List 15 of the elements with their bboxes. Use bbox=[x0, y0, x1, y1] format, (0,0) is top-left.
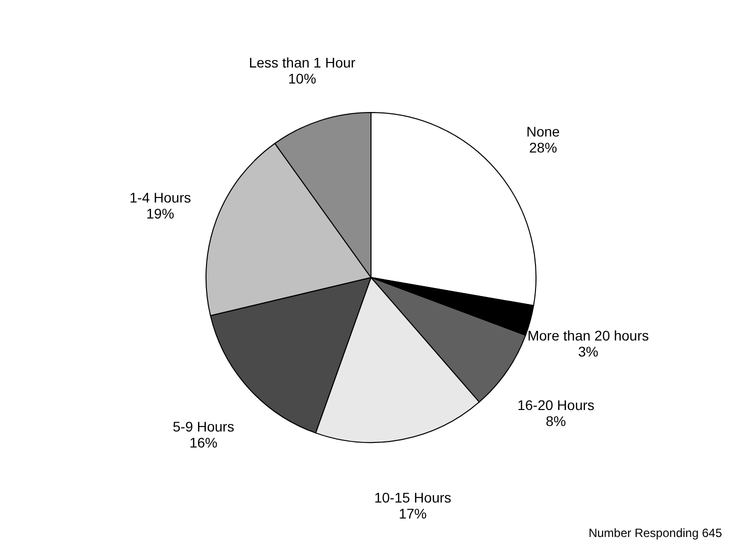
slice-label: 5-9 Hours bbox=[172, 418, 234, 435]
data-label: 3% bbox=[578, 343, 598, 360]
data-label: 17% bbox=[398, 506, 427, 522]
slice-label: Less than 1 Hour bbox=[248, 54, 356, 70]
slice-label: None bbox=[526, 124, 560, 140]
slice-label: 10-15 Hours bbox=[374, 490, 452, 506]
data-label: 16% bbox=[189, 434, 218, 451]
slice-label: More than 20 hours bbox=[527, 327, 649, 344]
data-label: 28% bbox=[529, 140, 558, 156]
slice-label: 1-4 Hours bbox=[130, 190, 191, 206]
text: Number Responding 645 bbox=[588, 526, 722, 540]
data-label: 10% bbox=[288, 70, 316, 86]
slice-label: 16-20 Hours bbox=[517, 396, 594, 413]
data-label: 19% bbox=[146, 206, 174, 222]
data-label: 8% bbox=[546, 412, 566, 429]
